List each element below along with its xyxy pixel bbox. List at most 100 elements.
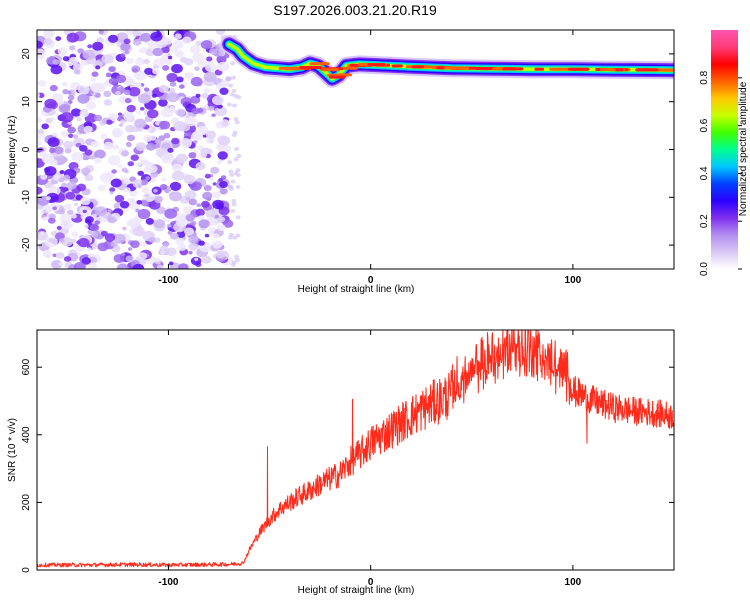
- noise-blob: [124, 50, 130, 55]
- noise-blob: [110, 241, 118, 248]
- noise-blob: [126, 104, 136, 113]
- noise-blob: [235, 215, 241, 220]
- noise-blob: [131, 65, 141, 73]
- noise-blob: [133, 38, 142, 46]
- noise-blob: [128, 189, 138, 197]
- noise-blob: [65, 191, 76, 200]
- noise-blob: [175, 153, 188, 164]
- noise-blob: [83, 171, 88, 176]
- noise-blob: [73, 262, 86, 269]
- noise-blob: [98, 30, 104, 35]
- noise-blob: [58, 262, 64, 266]
- noise-blob: [188, 152, 197, 159]
- noise-blob: [217, 216, 226, 223]
- noise-blob: [103, 99, 113, 106]
- noise-blob: [147, 109, 159, 119]
- noise-blob: [76, 117, 82, 122]
- noise-blob: [147, 128, 152, 132]
- noise-blob: [37, 80, 47, 87]
- noise-blob: [70, 213, 77, 219]
- noise-blob: [158, 135, 166, 141]
- noise-blob: [47, 217, 56, 224]
- noise-blob: [163, 38, 173, 45]
- noise-blob: [89, 82, 102, 93]
- noise-blob: [62, 174, 71, 181]
- noise-blob: [172, 163, 183, 172]
- noise-blob: [61, 182, 68, 188]
- noise-blob: [123, 89, 131, 96]
- noise-blob: [171, 137, 180, 145]
- noise-blob: [171, 63, 183, 74]
- noise-blob: [204, 173, 211, 179]
- noise-blob: [50, 65, 63, 75]
- noise-blob: [209, 177, 214, 182]
- noise-blob: [81, 257, 91, 265]
- noise-blob: [42, 216, 48, 221]
- noise-blob: [217, 224, 226, 232]
- noise-blob: [232, 103, 238, 108]
- noise-blob: [37, 92, 45, 98]
- noise-blob: [105, 72, 112, 78]
- noise-blob: [191, 107, 200, 115]
- noise-blob: [234, 120, 240, 125]
- noise-blob: [123, 180, 129, 185]
- snr-y-label: SNR (10 * v/v): [7, 418, 18, 482]
- noise-blob: [95, 65, 101, 70]
- noise-blob: [58, 103, 71, 114]
- y-tick-label: 0: [21, 146, 32, 152]
- noise-blob: [231, 132, 237, 137]
- noise-blob: [132, 179, 144, 189]
- noise-blob: [130, 154, 139, 161]
- noise-blob: [195, 40, 203, 47]
- noise-blob: [85, 216, 94, 224]
- noise-blob: [82, 209, 87, 214]
- noise-blob: [227, 160, 233, 165]
- noise-blob: [212, 240, 223, 249]
- snr-panel: -100 0 100 0 200 400 600 Height of straight l…: [7, 329, 675, 596]
- noise-blob: [194, 257, 199, 261]
- noise-blob: [216, 30, 226, 35]
- noise-blob: [64, 147, 72, 154]
- noise-blob: [123, 38, 131, 45]
- noise-blob: [166, 92, 179, 103]
- noise-blob: [127, 161, 135, 167]
- noise-blob: [108, 66, 116, 73]
- noise-blob: [141, 180, 147, 186]
- noise-blob: [60, 112, 74, 123]
- noise-blob: [175, 108, 186, 117]
- noise-blob: [121, 167, 128, 173]
- noise-blob: [66, 181, 77, 190]
- colorbar-tick-label: 0.8: [699, 70, 710, 84]
- noise-blob: [167, 147, 174, 153]
- noise-blob: [76, 183, 87, 192]
- snr-line: [37, 330, 674, 568]
- noise-blob: [129, 176, 137, 182]
- noise-blob: [115, 90, 121, 96]
- noise-blob: [86, 101, 97, 110]
- noise-blob: [104, 233, 116, 242]
- noise-blob: [168, 55, 173, 60]
- noise-blob: [45, 196, 51, 201]
- noise-blob: [226, 102, 232, 107]
- noise-blob: [190, 76, 203, 87]
- noise-blob: [56, 252, 65, 259]
- noise-blob: [61, 237, 73, 247]
- noise-blob: [40, 231, 45, 236]
- noise-blob: [217, 135, 231, 146]
- noise-blob: [188, 251, 193, 255]
- noise-blob: [57, 157, 63, 163]
- noise-blob: [235, 257, 240, 262]
- snr-series: [37, 330, 674, 568]
- noise-blob: [189, 45, 201, 54]
- frequency-ridge: [220, 35, 674, 88]
- noise-blob: [72, 63, 83, 72]
- noise-blob: [166, 223, 172, 228]
- noise-blob: [169, 191, 182, 202]
- noise-blob: [37, 40, 43, 49]
- noise-blob: [91, 213, 97, 218]
- noise-blob: [178, 263, 189, 269]
- noise-blob: [126, 142, 132, 148]
- noise-blob: [137, 208, 151, 220]
- noise-blob: [44, 236, 58, 248]
- figure-title: S197.2026.003.21.20.R19: [273, 2, 437, 18]
